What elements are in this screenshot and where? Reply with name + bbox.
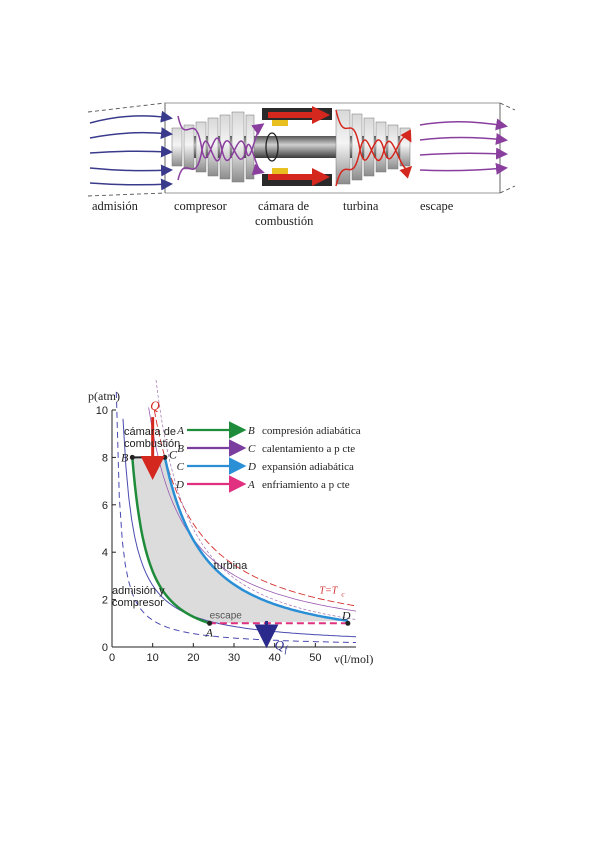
legend-to-0: B [248,425,255,437]
legend-to-3: A [247,479,255,491]
legend-text-1: calentamiento a p cte [262,443,355,455]
adiabat-mid [155,380,357,620]
label-compressor: compresor [174,199,227,213]
legend-text-0: compresión adiabática [262,425,361,437]
label-exhaust: escape [420,199,454,213]
curve-expansion [163,457,349,623]
label-intake: admisión [92,199,138,213]
y-axis-label: p(atm) [88,389,120,403]
label-point-C: C [169,447,178,461]
isotherm-low [122,418,357,638]
combustion-flow-arrows [268,106,330,186]
y-tick-label: 4 [102,547,108,559]
exhaust-flow-arrows [419,118,508,175]
x-tick-label: 30 [228,652,240,664]
point-D [345,620,351,626]
turbine-engine-diagram [87,102,516,197]
y-tick-label: 0 [102,642,108,654]
x-tick-label: 0 [109,652,115,664]
point-A [207,620,213,626]
isotherm-low-dashed [115,391,356,643]
x-tick-label: 10 [147,652,159,664]
curve-compression [131,457,210,625]
label-point-A: A [205,625,214,639]
annot-chamber-1: cámara de [124,426,176,438]
heat-in-label: Q [150,398,160,413]
label-chamber-2: combustión [255,214,314,228]
compressor-blades [171,111,255,183]
legend-from-3: D [175,479,184,491]
y-tick-label: 8 [102,452,108,464]
x-tick-label: 20 [187,652,199,664]
heat-out-label: Q [275,637,285,652]
y-tick-label: 2 [102,595,108,607]
point-B [129,454,135,460]
annot-intake-2: compresor [112,597,164,609]
legend-from-2: C [177,461,185,473]
annot-exhaust: escape [210,611,243,622]
legend-to-1: C [248,443,256,455]
x-tick-label: 40 [269,652,281,664]
label-point-D: D [341,608,351,622]
intake-flow-arrows [89,110,173,191]
point-C [162,454,168,460]
legend-text-3: enfriamiento a p cte [262,479,350,491]
turbine-flow-arrows [335,109,413,187]
isotherm-mid [148,407,357,612]
legend-from-0: A [176,425,184,437]
label-chamber-1: cámara de [258,199,310,213]
y-tick-label: 10 [96,405,108,417]
isotherm-high [153,409,357,607]
compressor-flow-arrows [177,115,265,181]
y-tick-label: 6 [102,500,108,512]
heat-out-sub: f [285,644,289,654]
x-axis-label: v(l/mol) [334,652,373,666]
legend-to-2: D [247,461,256,473]
label-turbine: turbina [343,199,379,213]
annot-turbine: turbina [214,560,249,572]
legend-text-2: expansión adiabática [262,461,354,473]
annot-isotherm: T=T [319,586,338,597]
cycle-area [132,457,348,624]
label-point-B: B [121,450,129,464]
annot-intake-1: admisión y [112,585,165,597]
legend-from-1: B [177,443,184,455]
annot-chamber-2: combustión [124,438,180,450]
annot-isotherm-sub: c [341,591,345,599]
x-tick-label: 50 [309,652,321,664]
